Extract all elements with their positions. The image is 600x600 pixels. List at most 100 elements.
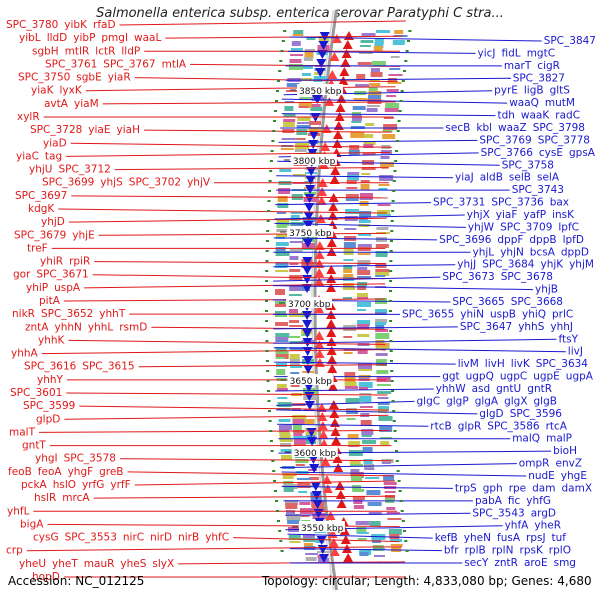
gene-label-rpsJ[interactable]: rpsJ [526,532,546,544]
gene-label-dppD[interactable]: dppD [561,246,589,258]
gene-label-waaL[interactable]: waaL [134,32,161,44]
gene-label-rfaD[interactable]: rfaD [93,19,116,31]
gene-label-feoA[interactable]: feoA [38,466,63,478]
gene-label-tuf[interactable]: tuf [552,532,567,544]
gene-label-fusA[interactable]: fusA [497,532,521,544]
gene-label-dppF[interactable]: dppF [497,234,523,246]
gene-label-kdgK[interactable]: kdgK [28,203,55,215]
gene-label-SPC_3766[interactable]: SPC_3766 [481,147,534,159]
gene-label-SPC_3578[interactable]: SPC_3578 [64,453,116,465]
gene-label-cysG[interactable]: cysG [33,532,59,544]
gene-label-SPC_3634[interactable]: SPC_3634 [536,358,589,370]
gene-label-gntU[interactable]: gntU [496,383,521,395]
gene-label-SPC_3736[interactable]: SPC_3736 [491,197,544,209]
gene-label-yhgE[interactable]: yhgE [561,470,587,482]
gene-label-SPC_3696[interactable]: SPC_3696 [439,234,492,246]
gene-label-yiaH[interactable]: yiaH [117,124,140,136]
gene-label-yhjS[interactable]: yhjS [100,177,123,189]
gene-label-waaQ[interactable]: waaQ [509,97,539,109]
gene-label-yhhT[interactable]: yhhT [99,308,126,320]
gene-label-glpD[interactable]: glpD [36,413,60,425]
gene-label-lpfD[interactable]: lpfD [563,234,584,246]
gene-label-SPC_3778[interactable]: SPC_3778 [538,134,590,146]
gene-label-nudE[interactable]: nudE [528,470,555,482]
gene-label-yhhY[interactable]: yhhY [37,374,64,386]
gene-label-uspA[interactable]: uspA [54,282,81,294]
gene-label-yhjW[interactable]: yhjW [468,221,495,233]
gene-label-aroE[interactable]: aroE [524,557,548,569]
gene-label-SPC_3616[interactable]: SPC_3616 [24,361,77,373]
gene-label-rpsK[interactable]: rpsK [520,545,544,557]
gene-label-rplO[interactable]: rplO [549,545,571,557]
gene-label-damX[interactable]: damX [562,482,593,494]
gene-label-kefB[interactable]: kefB [435,532,458,544]
gene-label-yrfG[interactable]: yrfG [82,479,104,491]
gene-label-yhfG[interactable]: yhfG [526,495,551,507]
gene-label-ugpC[interactable]: ugpC [500,371,527,383]
gene-label-livH[interactable]: livH [485,358,505,370]
gene-label-yhjN[interactable]: yhjN [500,246,524,258]
gene-label-glgX[interactable]: glgX [504,395,527,407]
gene-label-yhjM[interactable]: yhjM [569,259,594,271]
gene-label-bioH[interactable]: bioH [553,445,577,457]
gene-label-yhfL[interactable]: yhfL [7,505,30,517]
gene-label-SPC_3743[interactable]: SPC_3743 [512,184,564,196]
gene-label-pitA[interactable]: pitA [39,295,61,307]
gene-label-yhhL[interactable]: yhhL [88,321,114,333]
gene-label-SPC_3702[interactable]: SPC_3702 [129,177,181,189]
gene-label-selB[interactable]: selB [509,172,531,184]
gene-label-SPC_3543[interactable]: SPC_3543 [472,507,524,519]
gene-label-rplB[interactable]: rplB [465,545,486,557]
gene-label-yiaC[interactable]: yiaC [16,150,39,162]
gene-label-dppB[interactable]: dppB [529,234,556,246]
gene-label-nirB[interactable]: nirB [178,532,199,544]
gene-label-insK[interactable]: insK [552,209,575,221]
gene-label-ftsY[interactable]: ftsY [559,333,579,345]
gene-label-SPC_3758[interactable]: SPC_3758 [502,159,554,171]
gene-label-yhjX[interactable]: yhjX [467,209,490,221]
gene-label-yheR[interactable]: yheR [534,520,561,532]
gene-label-SPC_3709[interactable]: SPC_3709 [500,221,552,233]
gene-label-yiaF[interactable]: yiaF [496,209,518,221]
gene-label-dam[interactable]: dam [532,482,555,494]
gene-label-lldP[interactable]: lldP [121,45,140,57]
gene-label-malQ[interactable]: malQ [512,433,540,445]
gene-label-yibP[interactable]: yibP [73,32,95,44]
gene-label-SPC_3780[interactable]: SPC_3780 [6,19,58,31]
gene-label-SPC_3601[interactable]: SPC_3601 [10,387,62,399]
gene-label-yiaK[interactable]: yiaK [31,85,55,97]
gene-label-livM[interactable]: livM [458,358,479,370]
gene-label-tag[interactable]: tag [45,150,62,162]
gene-label-bfr[interactable]: bfr [444,545,459,557]
gene-label-yhgF[interactable]: yhgF [68,466,94,478]
gene-label-gpsA[interactable]: gpsA [569,147,596,159]
gene-label-cysE[interactable]: cysE [539,147,563,159]
gene-label-sgbE[interactable]: sgbE [76,72,101,84]
gene-label-greB[interactable]: greB [99,466,123,478]
gene-label-yheN[interactable]: yheN [464,532,491,544]
gene-label-SPC_3679[interactable]: SPC_3679 [14,229,66,241]
gene-label-glgA[interactable]: glgA [475,395,499,407]
gene-label-argD[interactable]: argD [531,507,556,519]
gene-label-SPC_3596[interactable]: SPC_3596 [510,408,563,420]
gene-label-envZ[interactable]: envZ [556,458,583,470]
gene-label-waaZ[interactable]: waaZ [498,122,527,134]
gene-label-yheU[interactable]: yheU [19,558,46,570]
gene-label-rtcA[interactable]: rtcA [546,420,568,432]
gene-label-yhiQ[interactable]: yhiQ [522,308,546,320]
gene-label-SPC_3652[interactable]: SPC_3652 [41,308,93,320]
gene-label-SPC_3553[interactable]: SPC_3553 [65,532,117,544]
gene-label-yafP[interactable]: yafP [523,209,546,221]
gene-label-SPC_3728[interactable]: SPC_3728 [30,124,82,136]
gene-label-SPC_3586[interactable]: SPC_3586 [487,420,540,432]
gene-label-livK[interactable]: livK [511,358,531,370]
gene-label-pabA[interactable]: pabA [475,495,503,507]
gene-label-mauR[interactable]: mauR [84,558,115,570]
gene-label-treF[interactable]: treF [27,242,48,254]
gene-label-gntT[interactable]: gntT [22,440,46,452]
gene-label-yhhK[interactable]: yhhK [38,334,66,346]
gene-label-malT[interactable]: malT [9,426,36,438]
gene-label-lpfC[interactable]: lpfC [558,221,579,233]
gene-label-nikR[interactable]: nikR [12,308,35,320]
gene-label-gph[interactable]: gph [483,482,503,494]
